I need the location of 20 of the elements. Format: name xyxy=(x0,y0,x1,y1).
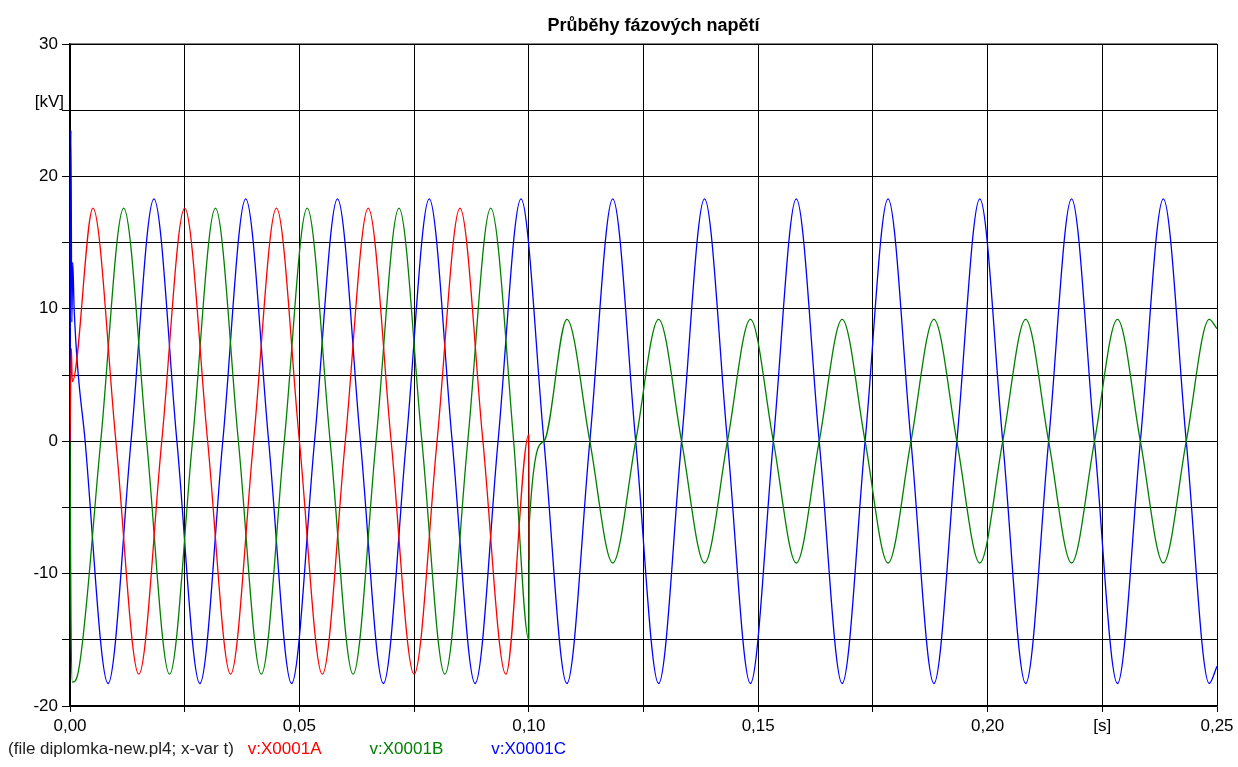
text: v:X0001B xyxy=(369,738,444,760)
x-tick-label: 0,05 xyxy=(282,715,316,735)
chart-title: Průběhy fázových napětí xyxy=(547,14,761,35)
text: v:X0001A xyxy=(247,738,322,760)
y-tick-label: 20 xyxy=(39,166,58,186)
text: v:X0001C xyxy=(491,738,566,760)
x-axis-title: [s] xyxy=(1093,716,1112,736)
x-tick-label: 0,25 xyxy=(1200,715,1234,735)
text: (file diplomka-new.pl4; x-var t) xyxy=(8,738,234,760)
y-tick-label: 0 xyxy=(48,430,58,450)
y-tick-label: 10 xyxy=(39,298,58,318)
line-series xyxy=(70,207,530,675)
x-tick-label: 0,15 xyxy=(741,715,775,735)
y-tick-label: -10 xyxy=(33,563,58,583)
x-tick-label: 0,10 xyxy=(512,715,546,735)
y-axis-title: [kV] xyxy=(34,91,64,111)
y-tick-label: 30 xyxy=(39,33,58,53)
y-tick-label: -20 xyxy=(33,695,58,715)
x-tick-label: 0,00 xyxy=(53,715,87,735)
x-tick-label: 0,20 xyxy=(971,715,1005,735)
